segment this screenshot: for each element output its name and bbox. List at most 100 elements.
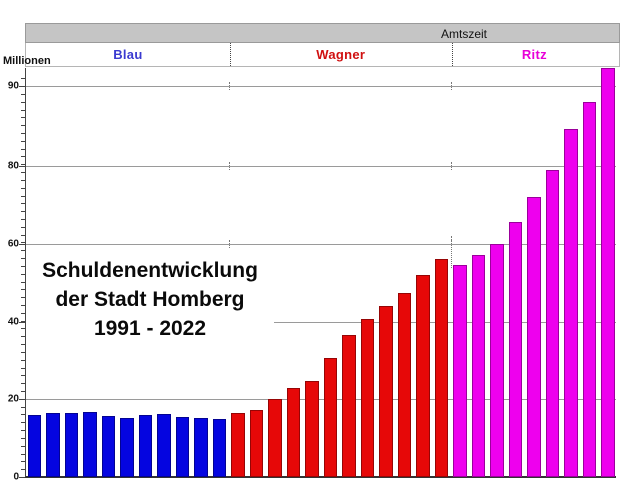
y-axis-minor-tick: [21, 414, 25, 416]
gridline-80: [25, 166, 616, 167]
amtszeit-header-bar: Amtszeit: [25, 23, 620, 43]
y-axis-minor-tick: [21, 430, 25, 432]
bar-20: [379, 305, 393, 477]
y-axis-major-tick-80: [19, 166, 25, 167]
y-axis-minor-tick: [21, 195, 25, 197]
y-axis-minor-tick: [21, 445, 25, 447]
bar-31: [582, 102, 597, 477]
y-axis-minor-tick: [21, 93, 25, 95]
y-axis-minor-tick: [21, 125, 25, 127]
y-axis-major-tick-90: [19, 86, 25, 87]
bar-18: [342, 335, 356, 477]
y-axis-minor-tick: [21, 367, 25, 369]
bar-32: [601, 67, 615, 477]
y-axis-line: [25, 68, 26, 477]
bar-9: [175, 416, 190, 477]
y-axis-minor-tick: [21, 281, 25, 283]
separator-gridline-tick: [228, 240, 231, 248]
period-separator-wagner-ritz: [451, 43, 453, 66]
bar-29: [545, 169, 560, 477]
y-axis-label-80: 80: [7, 160, 19, 172]
period-band: Blau Wagner Ritz: [25, 43, 620, 67]
y-axis-minor-tick: [21, 336, 25, 338]
y-axis-minor-tick: [21, 289, 25, 291]
y-axis-label-20: 20: [7, 393, 19, 405]
y-axis-minor-tick: [21, 140, 25, 142]
y-axis-minor-tick: [21, 453, 25, 455]
y-axis-minor-tick: [21, 320, 25, 322]
bar-2: [46, 413, 60, 477]
y-axis-minor-tick: [21, 375, 25, 377]
y-axis-unit-label: Millionen: [3, 55, 51, 67]
y-axis-minor-tick: [21, 211, 25, 213]
bar-12: [231, 413, 245, 477]
y-axis-minor-tick: [21, 422, 25, 424]
amtszeit-header-label: Amtszeit: [441, 27, 488, 41]
separator-gridline-tick: [450, 82, 453, 90]
y-axis-major-tick-60: [19, 243, 25, 245]
y-axis-minor-tick: [21, 351, 25, 353]
bar-3: [64, 412, 79, 477]
y-axis-minor-tick: [21, 297, 25, 299]
y-axis-minor-tick: [21, 359, 25, 361]
x-axis-baseline: [25, 476, 616, 478]
y-axis-minor-tick: [21, 218, 25, 220]
bar-7: [138, 414, 153, 477]
bar-22: [416, 274, 430, 477]
y-axis-minor-tick: [21, 78, 25, 80]
y-axis-minor-tick: [21, 437, 25, 439]
bar-15: [286, 387, 301, 477]
period-label-wagner: Wagner: [316, 47, 366, 62]
y-axis-minor-tick: [21, 156, 25, 158]
chart-title-line3: 1991 - 2022: [93, 316, 207, 340]
gridline-60: [25, 243, 616, 245]
bar-8: [157, 414, 171, 477]
bar-24: [453, 265, 467, 477]
bar-21: [397, 292, 412, 477]
bar-4: [83, 411, 97, 477]
y-axis-minor-tick: [21, 469, 25, 471]
bar-13: [249, 410, 264, 477]
y-axis-minor-tick: [21, 312, 25, 314]
y-axis-minor-tick: [21, 391, 25, 392]
bar-27: [508, 222, 523, 477]
y-axis-minor-tick: [21, 344, 25, 346]
bar-30: [564, 129, 578, 477]
bar-26: [490, 243, 504, 478]
y-axis-label-40: 40: [7, 316, 19, 327]
y-axis-label-90: 90: [7, 80, 19, 92]
chart-title-line1: Schuldenentwicklung: [42, 258, 258, 282]
y-axis-label-0: 0: [13, 471, 19, 483]
bar-6: [120, 417, 134, 477]
bar-1: [27, 414, 42, 477]
y-axis-minor-tick: [21, 273, 25, 275]
y-axis-minor-tick: [21, 148, 25, 150]
bar-5: [101, 415, 116, 477]
y-axis-minor-tick: [21, 172, 25, 173]
y-axis-minor-tick: [21, 258, 25, 259]
y-axis-major-tick-40: [19, 321, 25, 323]
bar-28: [527, 197, 541, 477]
bar-19: [360, 319, 375, 477]
y-axis-minor-tick: [21, 265, 25, 267]
y-axis-minor-tick: [21, 383, 25, 385]
bar-10: [194, 417, 208, 477]
y-axis-minor-tick: [21, 109, 25, 111]
separator-gridline-tick: [228, 82, 231, 90]
period-separator-blau-wagner: [229, 43, 231, 66]
y-axis-major-tick-0: [19, 477, 25, 478]
y-axis-minor-tick: [21, 117, 25, 119]
separator-dotted-segment: [450, 236, 453, 268]
y-axis-minor-tick: [21, 203, 25, 205]
y-axis-minor-tick: [21, 250, 25, 252]
gridline-20: [25, 399, 616, 401]
y-axis-minor-tick: [21, 242, 25, 244]
y-axis-minor-tick: [21, 305, 25, 306]
y-axis-minor-tick: [21, 179, 25, 181]
gridline-40: [25, 321, 616, 323]
separator-gridline-tick: [228, 162, 231, 170]
chart-title: Schuldenentwicklung der Stadt Homberg 19…: [26, 252, 274, 346]
bar-11: [212, 418, 227, 477]
